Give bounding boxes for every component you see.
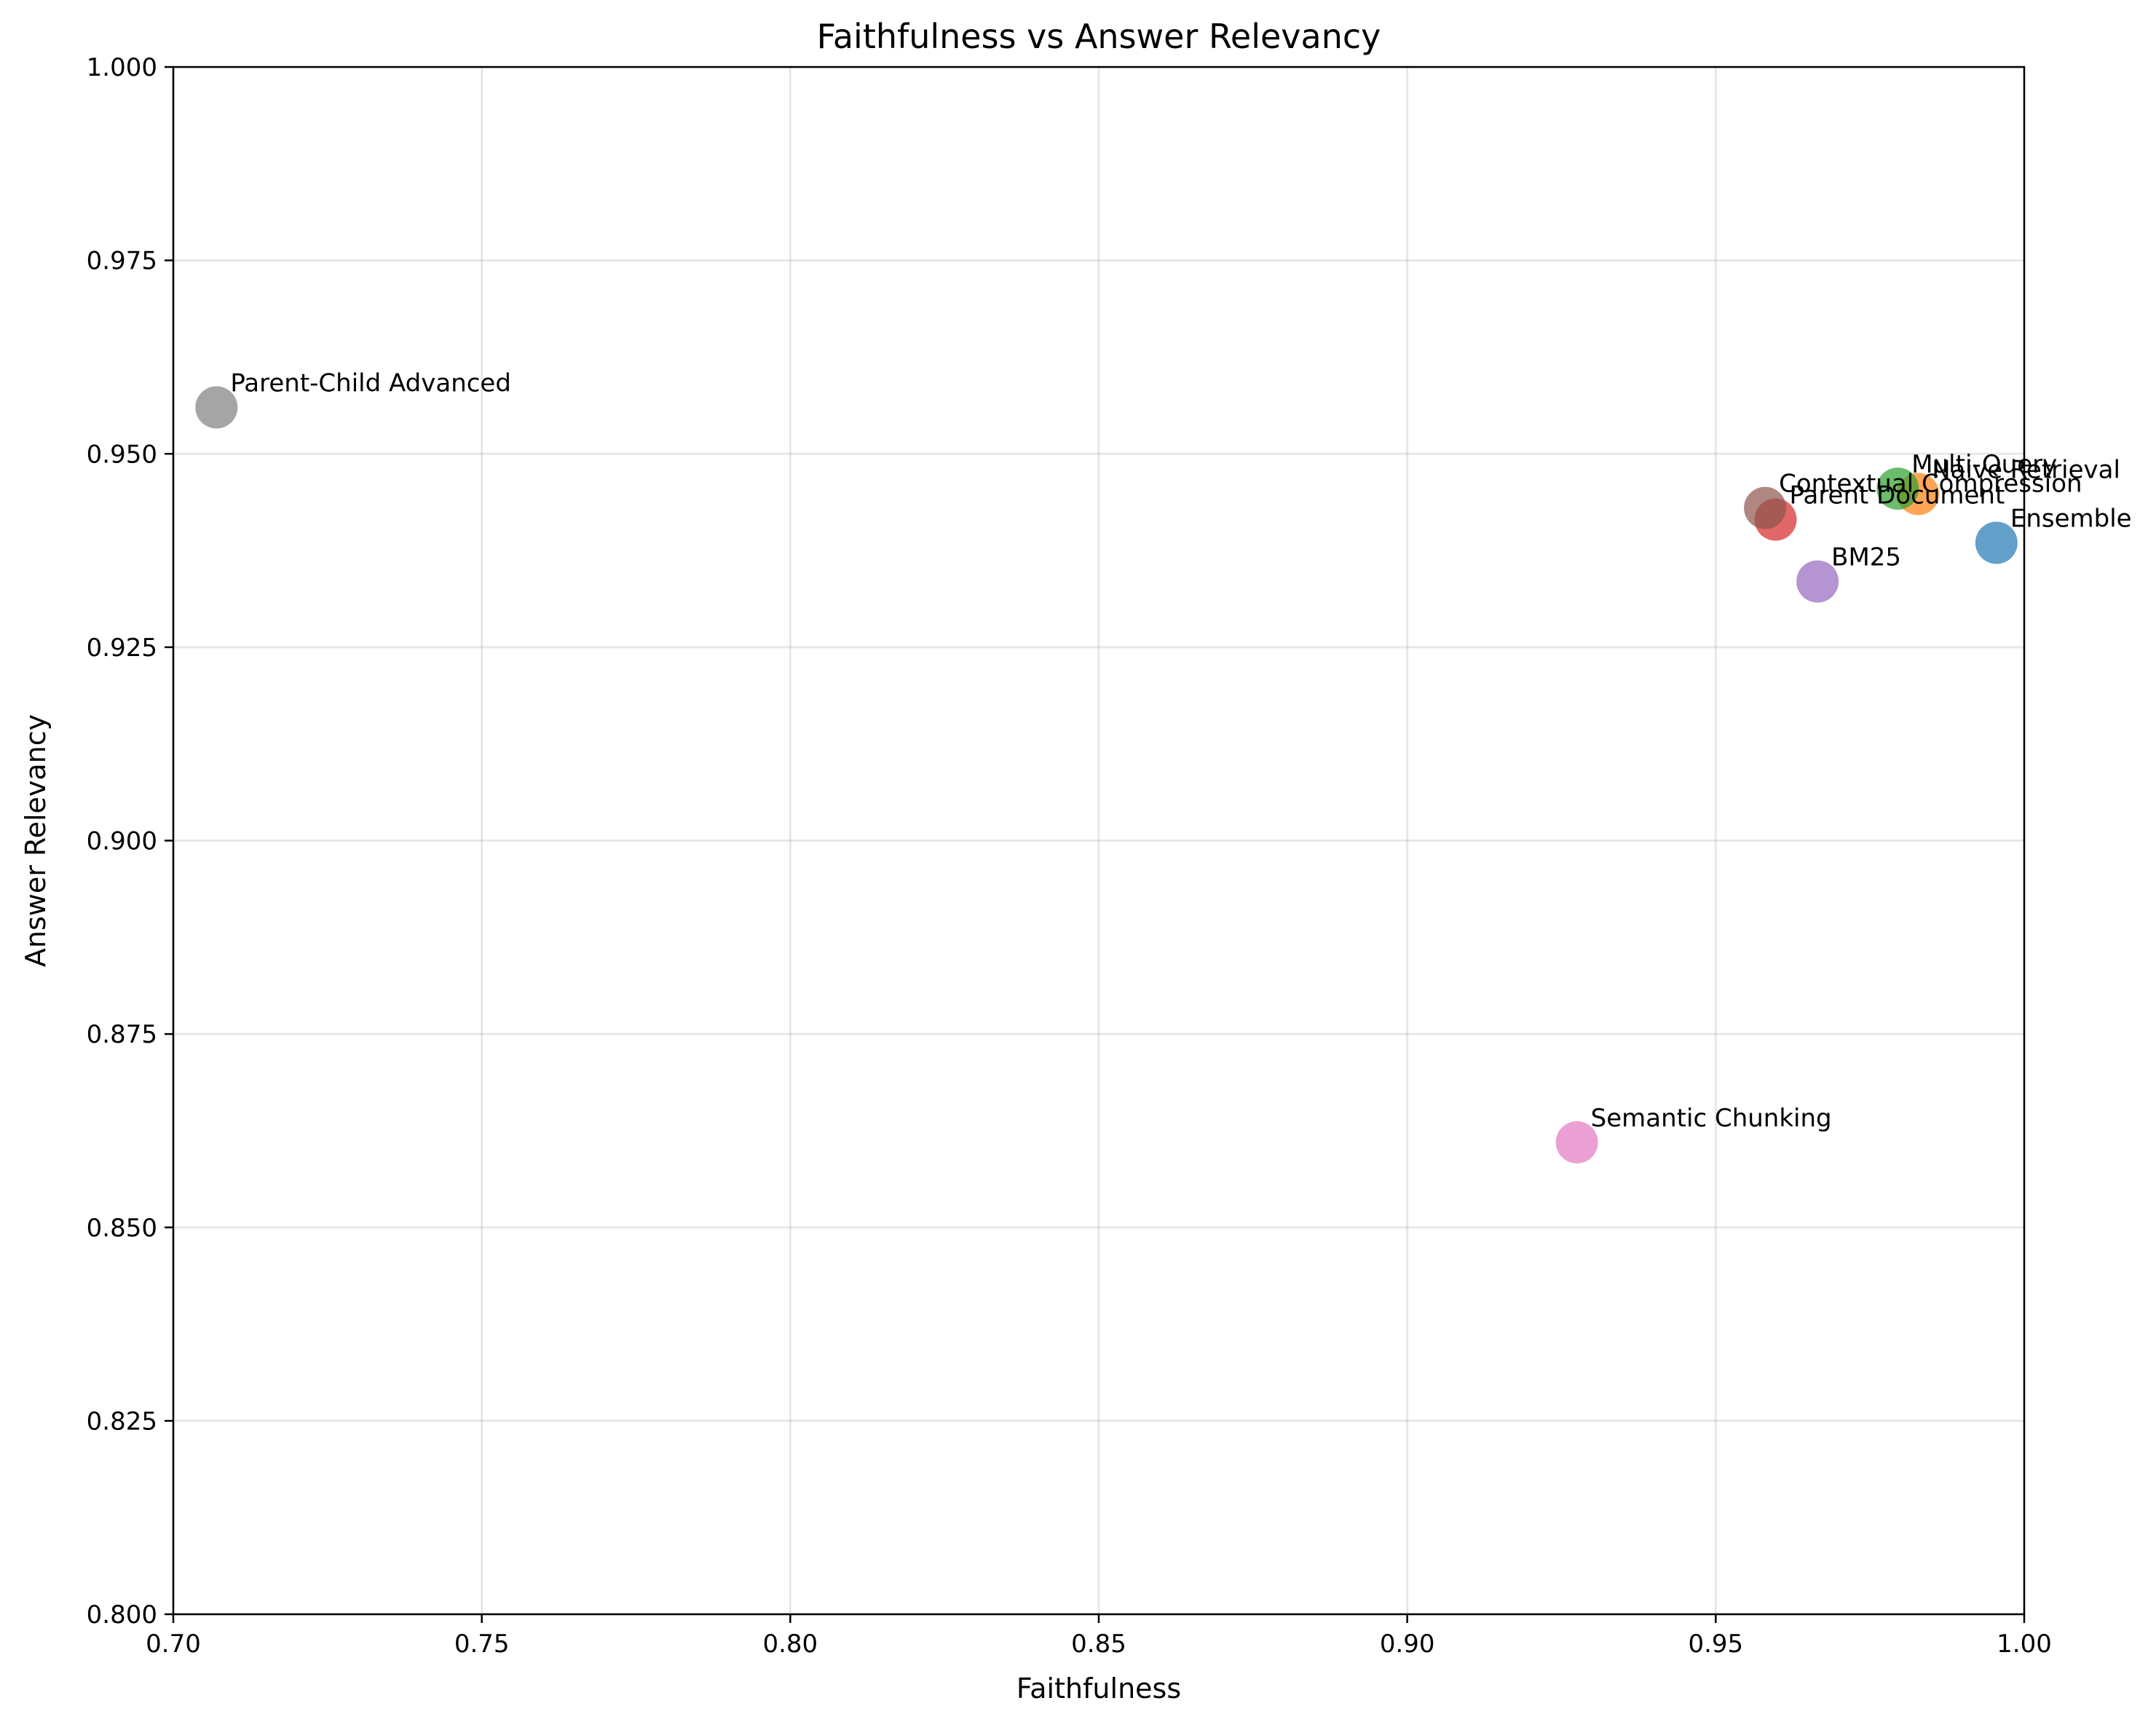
scatter-point	[195, 386, 238, 429]
y-tick-label: 0.825	[87, 1407, 157, 1436]
y-axis-label: Answer Relevancy	[20, 714, 52, 967]
x-tick-label: 0.95	[1688, 1630, 1743, 1659]
y-tick-label: 0.975	[87, 247, 157, 276]
x-tick-label: 0.70	[146, 1630, 201, 1659]
scatter-point	[1975, 521, 2018, 564]
x-tick-label: 1.00	[1997, 1630, 2052, 1659]
point-label: Naive Retrieval	[1932, 456, 2120, 485]
scatter-point	[1744, 486, 1787, 529]
y-tick-label: 1.000	[87, 53, 157, 82]
point-label: Contextual Compression	[1779, 470, 2082, 499]
point-label: BM25	[1831, 543, 1901, 572]
point-label: Multi-Query	[1911, 450, 2057, 479]
point-label: Ensemble	[2010, 504, 2132, 533]
point-label: Parent Document	[1790, 481, 2005, 510]
x-axis-ticks: 0.70 0.75 0.80 0.85 0.90 0.95 1.00	[146, 1614, 2052, 1659]
x-axis-label: Faithfulness	[1016, 1672, 1181, 1705]
x-tick-label: 0.75	[454, 1630, 510, 1659]
grid-lines	[172, 66, 2026, 1616]
point-label: Parent-Child Advanced	[230, 369, 511, 398]
point-label: Semantic Chunking	[1591, 1104, 1832, 1133]
scatter-points	[195, 386, 2018, 1164]
scatter-point	[1796, 560, 1839, 603]
y-axis-ticks: 0.800 0.825 0.850 0.875 0.900 0.925 0.950 0.975…	[87, 53, 173, 1630]
chart-title: Faithfulness vs Answer Relevancy	[817, 17, 1381, 56]
y-tick-label: 0.950	[87, 440, 157, 469]
scatter-point	[1876, 467, 1919, 510]
y-tick-label: 0.875	[87, 1020, 157, 1049]
y-tick-label: 0.850	[87, 1214, 157, 1243]
x-tick-label: 0.85	[1071, 1630, 1126, 1659]
y-tick-label: 0.925	[87, 633, 157, 663]
scatter-point	[1555, 1121, 1598, 1164]
x-tick-label: 0.80	[762, 1630, 818, 1659]
x-tick-label: 0.90	[1380, 1630, 1435, 1659]
y-tick-label: 0.900	[87, 827, 157, 856]
y-tick-label: 0.800	[87, 1600, 157, 1630]
